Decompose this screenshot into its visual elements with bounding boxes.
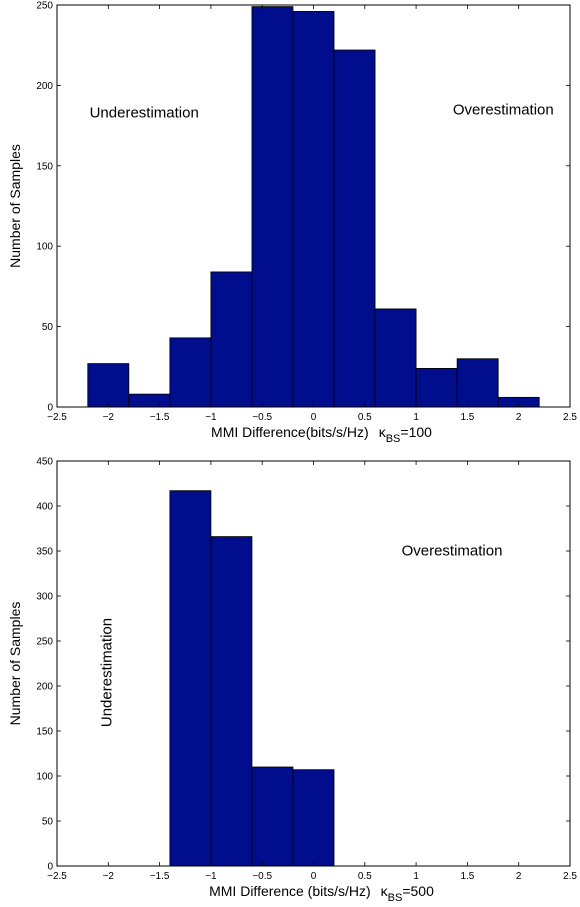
x-tick-label: 0.5 <box>358 871 372 882</box>
y-tick-label: 450 <box>36 457 53 468</box>
y-tick-label: 150 <box>36 161 53 172</box>
x-tick-label: 1.5 <box>460 871 474 882</box>
kappa-subscript: BS <box>388 892 403 904</box>
histogram-bar <box>169 490 212 867</box>
x-tick-label: −1 <box>205 871 217 882</box>
histogram-panel-1: −2.5 −2 −1.5 −1 −0.5 0 0.5 1 1.5 2 2.5 0 50 100 150 200… <box>7 1 577 446</box>
annotation-text: Overestimation <box>402 543 503 560</box>
y-tick-label: 200 <box>36 81 53 92</box>
y-tick-label: 350 <box>36 547 53 558</box>
y-tick-label: 250 <box>36 637 53 648</box>
x-axis-label-text: MMI Difference (bits/s/Hz) <box>209 883 371 899</box>
y-tick-label: 100 <box>36 242 53 253</box>
x-tick-label: 1 <box>413 871 419 882</box>
x-axis-label: MMI Difference (bits/s/Hz) κBS=500 <box>209 883 434 904</box>
kappa-symbol: κ <box>381 883 389 899</box>
x-tick-label: −2 <box>103 871 115 882</box>
y-tick-label: 100 <box>36 772 53 783</box>
y-tick-label: 0 <box>47 862 53 873</box>
histogram-bar <box>374 308 417 408</box>
x-tick-label: −1.5 <box>150 412 170 423</box>
histogram-bar <box>210 271 253 408</box>
x-tick-label: −2.5 <box>47 871 67 882</box>
histogram-bar <box>251 6 294 408</box>
kappa-symbol: κ <box>379 424 387 440</box>
y-tick-label: 50 <box>42 817 54 828</box>
histogram-bar <box>210 536 253 867</box>
y-tick-label: 200 <box>36 682 53 693</box>
y-tick-label: 300 <box>36 592 53 603</box>
y-tick-label: 150 <box>36 727 53 738</box>
x-tick-label: −2.5 <box>47 412 67 423</box>
x-tick-label: 2.5 <box>563 412 577 423</box>
x-tick-label: −2 <box>103 412 115 423</box>
x-axis-label-text: MMI Difference(bits/s/Hz) <box>211 424 369 440</box>
annotation-text: Underestimation <box>90 105 199 122</box>
y-tick-label: 250 <box>36 1 53 12</box>
histogram-bar <box>87 363 130 408</box>
x-tick-label: −0.5 <box>252 412 272 423</box>
x-axis-label: MMI Difference(bits/s/Hz) κBS=100 <box>211 424 432 445</box>
y-tick-label: 400 <box>36 502 53 513</box>
y-axis-label: Number of Samples <box>7 144 23 268</box>
histogram-bar <box>333 49 376 408</box>
x-tick-label: 2.5 <box>563 871 577 882</box>
x-tick-label: 2 <box>516 412 522 423</box>
kappa-subscript: BS <box>386 433 401 445</box>
x-tick-label: 1.5 <box>460 412 474 423</box>
histogram-bar <box>128 393 171 408</box>
histogram-bar <box>292 11 335 408</box>
x-tick-label: −1 <box>205 412 217 423</box>
annotation-text: Underestimation <box>98 618 115 727</box>
x-tick-label: 0.5 <box>358 412 372 423</box>
annotation-text: Overestimation <box>453 101 554 118</box>
y-tick-label: 0 <box>47 403 53 414</box>
histogram-panel-2: −2.5 −2 −1.5 −1 −0.5 0 0.5 1 1.5 2 2.5 0 50 100 150 200… <box>7 457 577 905</box>
x-tick-label: 2 <box>516 871 522 882</box>
x-tick-label: −0.5 <box>252 871 272 882</box>
histogram-bar <box>292 769 335 867</box>
x-tick-label: −1.5 <box>150 871 170 882</box>
x-tick-label: 0 <box>311 412 317 423</box>
histogram-bar <box>456 358 499 408</box>
y-axis-label: Number of Samples <box>7 602 23 726</box>
x-tick-label: 0 <box>311 871 317 882</box>
x-tick-label: 1 <box>413 412 419 423</box>
histogram-bar <box>415 368 458 408</box>
kappa-value: =500 <box>402 883 434 899</box>
kappa-value: =100 <box>400 424 432 440</box>
histogram-bar <box>169 337 212 408</box>
y-tick-label: 50 <box>42 322 54 333</box>
histogram-bar <box>251 766 294 867</box>
